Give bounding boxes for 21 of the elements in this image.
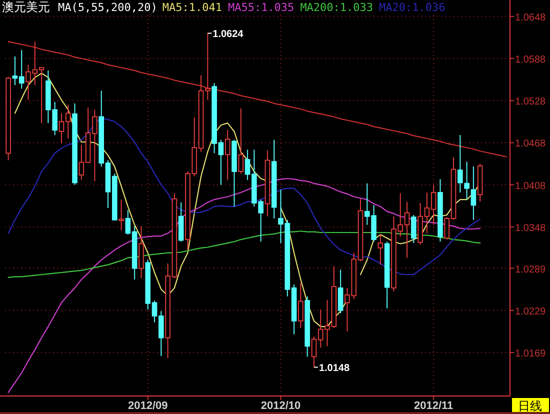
y-tick-label: 1.0289 [515, 264, 546, 276]
text: 日线 [518, 399, 542, 413]
text: MA55:1.035 [228, 1, 294, 14]
y-tick-label: 1.0348 [515, 222, 546, 234]
y-tick-label: 1.0588 [515, 54, 546, 66]
annotation: 1.0624 [212, 29, 244, 40]
y-tick-label: 1.0408 [515, 180, 546, 192]
annotation: 1.0148 [318, 363, 350, 374]
y-tick-label: 1.0169 [515, 348, 546, 360]
y-tick-label: 1.0528 [515, 96, 546, 108]
y-tick-label: 1.0229 [515, 306, 546, 318]
text: MA5:1.041 [162, 1, 222, 14]
x-tick-label: 2012/10 [260, 400, 301, 412]
y-tick-label: 1.0648 [515, 12, 546, 24]
text: MA20:1.036 [379, 1, 446, 14]
y-tick-label: 1.0468 [515, 138, 546, 150]
x-tick-label: 2012/11 [414, 400, 454, 412]
chart-title: 澳元美元 [2, 0, 50, 14]
x-tick-label: 2012/09 [128, 400, 168, 412]
text: MA200:1.033 [300, 1, 374, 14]
text: MA(5,55,200,20) [58, 1, 158, 14]
